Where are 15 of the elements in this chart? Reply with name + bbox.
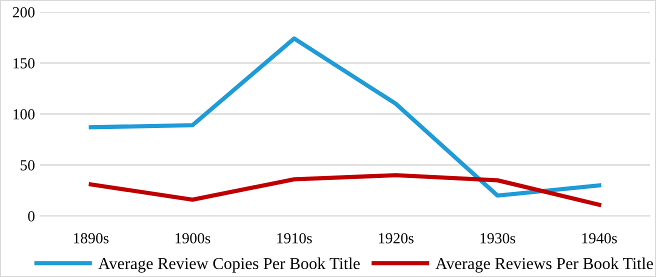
x-tick-label: 1890s xyxy=(74,233,109,244)
x-tick-label: 1930s xyxy=(480,233,516,244)
line-series xyxy=(88,36,602,198)
y-tick-label: 100 xyxy=(14,109,35,120)
line-series xyxy=(88,173,602,207)
y-tick-label: 50 xyxy=(20,160,35,170)
x-tick-label: 1940s xyxy=(582,233,617,244)
x-tick-label: 1910s xyxy=(277,233,312,244)
legend-label: Average Reviews Per Book Title xyxy=(435,257,653,273)
y-tick-label: 150 xyxy=(14,58,35,68)
x-tick-label: 1900s xyxy=(176,233,210,244)
x-tick-label: 1920s xyxy=(378,233,414,244)
y-tick-label: 0 xyxy=(28,211,35,222)
legend-label: Average Review Copies Per Book Title xyxy=(98,257,360,273)
y-tick-label: 200 xyxy=(12,7,35,18)
